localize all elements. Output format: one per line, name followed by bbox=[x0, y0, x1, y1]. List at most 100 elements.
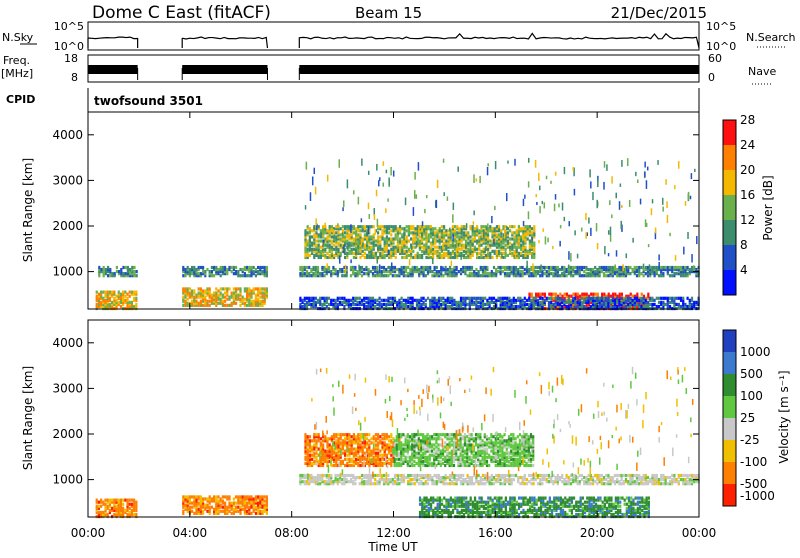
data-cell bbox=[331, 225, 333, 228]
data-cell bbox=[304, 456, 306, 459]
data-cell bbox=[250, 289, 252, 292]
data-cell bbox=[656, 266, 658, 269]
data-cell bbox=[217, 499, 219, 502]
data-cell bbox=[581, 297, 583, 300]
data-cell bbox=[463, 225, 465, 228]
freq-trace bbox=[88, 65, 138, 74]
data-cell bbox=[304, 266, 306, 269]
data-cell bbox=[507, 239, 509, 242]
data-cell bbox=[465, 231, 467, 234]
data-cell bbox=[315, 456, 317, 459]
data-cell bbox=[674, 185, 676, 189]
data-cell bbox=[313, 433, 315, 436]
data-cell bbox=[104, 291, 106, 294]
data-cell bbox=[496, 225, 498, 228]
data-cell bbox=[478, 256, 480, 259]
data-cell bbox=[555, 172, 557, 176]
data-cell bbox=[392, 274, 394, 277]
data-cell bbox=[394, 266, 396, 269]
data-cell bbox=[497, 474, 499, 477]
data-cell bbox=[394, 297, 396, 300]
data-cell bbox=[129, 268, 131, 271]
data-cell bbox=[335, 268, 337, 271]
data-cell bbox=[451, 261, 453, 266]
data-cell bbox=[425, 274, 427, 277]
data-cell bbox=[487, 167, 489, 175]
data-cell bbox=[354, 476, 356, 479]
freq-panel: Freq. [MHz] 18 8 60 0 Nave bbox=[1, 52, 776, 84]
data-cell bbox=[191, 289, 193, 292]
data-cell bbox=[109, 297, 111, 300]
data-cell bbox=[195, 268, 197, 271]
data-cell bbox=[373, 233, 375, 236]
data-cell bbox=[506, 193, 508, 201]
data-cell bbox=[133, 266, 135, 269]
data-cell bbox=[530, 474, 532, 477]
data-cell bbox=[217, 268, 219, 271]
data-cell bbox=[658, 262, 660, 270]
data-cell bbox=[377, 231, 379, 234]
data-cell bbox=[436, 229, 438, 232]
data-cell bbox=[434, 266, 436, 269]
data-cell bbox=[324, 297, 326, 300]
data-cell bbox=[198, 272, 200, 275]
data-cell bbox=[202, 266, 204, 269]
data-cell bbox=[577, 293, 579, 296]
data-cell bbox=[202, 289, 204, 292]
data-cell bbox=[109, 499, 111, 502]
data-cell bbox=[597, 243, 599, 249]
colorbar-tick-label: 24 bbox=[740, 138, 755, 152]
data-cell bbox=[220, 298, 222, 301]
data-cell bbox=[544, 272, 546, 275]
data-cell bbox=[122, 499, 124, 502]
data-cell bbox=[198, 302, 200, 305]
data-cell bbox=[357, 270, 359, 273]
data-cell bbox=[235, 287, 237, 290]
data-cell bbox=[614, 299, 616, 302]
data-cell bbox=[331, 246, 333, 249]
data-cell bbox=[405, 476, 407, 479]
data-cell bbox=[691, 254, 693, 262]
data-cell bbox=[96, 303, 98, 306]
data-cell bbox=[406, 225, 408, 228]
data-cell bbox=[456, 478, 458, 481]
data-cell bbox=[343, 200, 345, 207]
data-cell bbox=[195, 300, 197, 303]
data-cell bbox=[403, 303, 405, 306]
data-cell bbox=[358, 197, 360, 205]
data-cell bbox=[467, 266, 469, 269]
data-cell bbox=[453, 203, 455, 210]
data-cell bbox=[372, 297, 374, 300]
data-cell bbox=[182, 266, 184, 269]
data-cell bbox=[129, 295, 131, 298]
data-cell bbox=[583, 274, 585, 277]
data-cell bbox=[239, 274, 241, 277]
data-cell bbox=[673, 474, 675, 477]
data-cell bbox=[418, 228, 420, 236]
data-cell bbox=[535, 270, 537, 273]
data-cell bbox=[394, 474, 396, 477]
data-cell bbox=[520, 227, 522, 230]
data-cell bbox=[515, 266, 517, 269]
data-cell bbox=[109, 509, 111, 512]
data-cell bbox=[341, 301, 343, 304]
data-cell bbox=[667, 297, 669, 300]
data-cell bbox=[120, 499, 122, 502]
data-cell bbox=[581, 293, 583, 296]
data-cell bbox=[484, 303, 486, 306]
data-cell bbox=[125, 266, 127, 269]
data-cell bbox=[502, 246, 504, 249]
data-cell bbox=[335, 299, 337, 302]
data-cell bbox=[418, 299, 420, 302]
data-cell bbox=[612, 305, 614, 308]
data-cell bbox=[467, 274, 469, 277]
data-cell bbox=[511, 266, 513, 269]
data-cell bbox=[618, 474, 620, 477]
data-cell bbox=[491, 227, 493, 230]
data-cell bbox=[228, 287, 230, 290]
data-cell bbox=[537, 299, 539, 302]
data-cell bbox=[469, 225, 471, 228]
data-cell bbox=[592, 293, 594, 296]
data-cell bbox=[430, 243, 432, 250]
data-cell bbox=[359, 229, 361, 232]
